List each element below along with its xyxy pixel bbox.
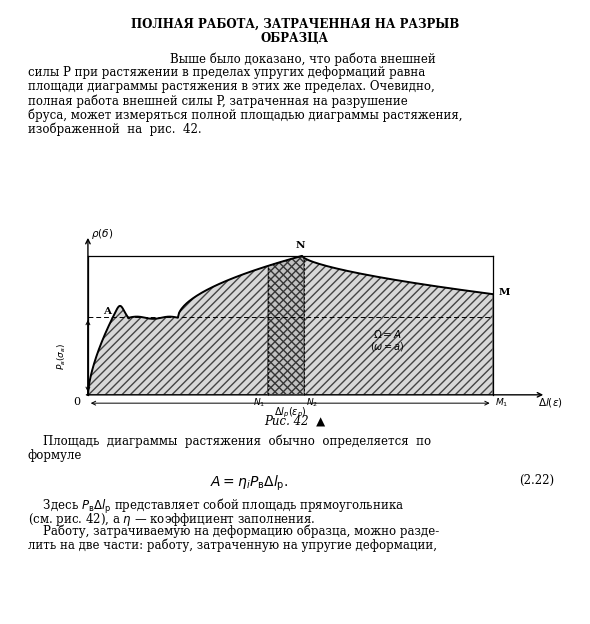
Text: Выше было доказано, что работа внешней: Выше было доказано, что работа внешней bbox=[155, 52, 435, 66]
Polygon shape bbox=[268, 256, 304, 395]
Text: силы P при растяжении в пределах упругих деформаций равна: силы P при растяжении в пределах упругих… bbox=[28, 66, 425, 79]
Text: $N_2$: $N_2$ bbox=[306, 396, 319, 409]
Text: 0: 0 bbox=[74, 397, 81, 407]
Text: ОБРАЗЦА: ОБРАЗЦА bbox=[261, 32, 329, 45]
Text: (2.22): (2.22) bbox=[519, 474, 554, 487]
Text: Работу, затрачиваемую на деформацию образца, можно разде-: Работу, затрачиваемую на деформацию обра… bbox=[28, 525, 439, 539]
Text: $\Delta l_р(\varepsilon_р)$: $\Delta l_р(\varepsilon_р)$ bbox=[274, 405, 307, 420]
Text: $A = \eta_i P_{\rm в}\Delta l_{\rm р}.$: $A = \eta_i P_{\rm в}\Delta l_{\rm р}.$ bbox=[210, 474, 289, 494]
Text: (см. рис. 42), а $\eta$ — коэффициент заполнения.: (см. рис. 42), а $\eta$ — коэффициент за… bbox=[28, 511, 316, 528]
Text: площади диаграммы растяжения в этих же пределах. Очевидно,: площади диаграммы растяжения в этих же п… bbox=[28, 80, 435, 93]
Text: лить на две части: работу, затраченную на упругие деформации,: лить на две части: работу, затраченную н… bbox=[28, 539, 437, 552]
Text: $P_в(\sigma_в)$: $P_в(\sigma_в)$ bbox=[56, 343, 68, 369]
Text: Здесь $P_{\rm в}\Delta l_{\rm р}$ представляет собой площадь прямоугольника: Здесь $P_{\rm в}\Delta l_{\rm р}$ предст… bbox=[28, 497, 404, 516]
Text: бруса, может измеряться полной площадью диаграммы растяжения,: бруса, может измеряться полной площадью … bbox=[28, 108, 463, 122]
Text: Площадь  диаграммы  растяжения  обычно  определяется  по: Площадь диаграммы растяжения обычно опре… bbox=[28, 435, 431, 449]
Text: M: M bbox=[499, 288, 510, 297]
Text: A: A bbox=[103, 307, 112, 316]
Text: изображенной  на  рис.  42.: изображенной на рис. 42. bbox=[28, 122, 202, 135]
Text: ПОЛНАЯ РАБОТА, ЗАТРАЧЕННАЯ НА РАЗРЫВ: ПОЛНАЯ РАБОТА, ЗАТРАЧЕННАЯ НА РАЗРЫВ bbox=[131, 18, 459, 31]
Text: формуле: формуле bbox=[28, 449, 83, 462]
Text: полная работа внешней силы P, затраченная на разрушение: полная работа внешней силы P, затраченна… bbox=[28, 94, 408, 107]
Text: $M_1$: $M_1$ bbox=[494, 396, 508, 409]
Text: $N_1$: $N_1$ bbox=[253, 396, 266, 409]
Polygon shape bbox=[88, 256, 493, 395]
Text: $\rho(б)$: $\rho(б)$ bbox=[91, 227, 113, 241]
Text: $(\omega = a)$: $(\omega = a)$ bbox=[370, 339, 405, 353]
Text: Рис. 42  ▲: Рис. 42 ▲ bbox=[264, 415, 326, 428]
Text: $\Omega = A$: $\Omega = A$ bbox=[373, 328, 402, 339]
Text: N: N bbox=[295, 241, 304, 250]
Text: $\Delta l(\varepsilon)$: $\Delta l(\varepsilon)$ bbox=[538, 396, 563, 409]
